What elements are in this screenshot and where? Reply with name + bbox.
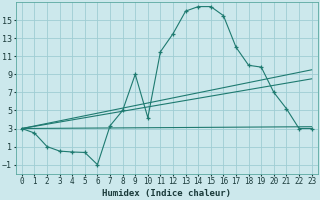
X-axis label: Humidex (Indice chaleur): Humidex (Indice chaleur) [102, 189, 231, 198]
